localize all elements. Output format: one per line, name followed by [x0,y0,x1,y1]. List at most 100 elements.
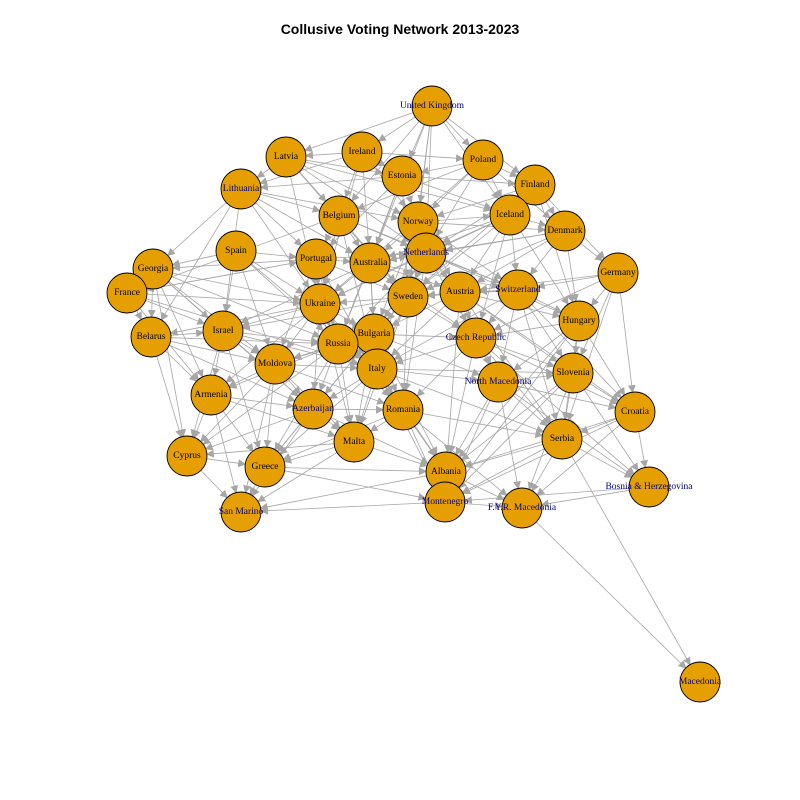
node-label-austria: Austria [446,287,475,297]
edge-switzerland-to-serbia [523,309,559,421]
edge-lithuania-to-australia [258,198,354,254]
node-latvia: Latvia [265,136,307,178]
edge-lithuania-to-belarus [160,205,231,321]
edge-russia-to-azerbaijan [318,362,332,392]
node-label-norway: Norway [403,217,434,227]
node-circle-france [106,272,148,314]
node-azerbaijan: Azerbaijan [292,388,334,430]
edge-israel-to-armenia [212,350,220,377]
node-f-y-r-macedonia: F.Y.R. Macedonia [488,487,557,529]
node-circle-moldova [254,343,296,385]
edge-serbia-to-albania [464,444,543,469]
node-germany: Germany [597,252,639,294]
edge-hungary-to-north-macedonia [513,332,564,371]
edge-france-to-portugal [146,259,298,290]
edge-romania-to-albania [414,426,436,457]
edge-north-macedonia-to-f-y-r-macedonia [501,401,521,490]
edge-ireland-to-lithuania [259,157,344,185]
node-belgium: Belgium [318,195,360,237]
node-san-marino: San Marino [219,491,264,533]
edge-switzerland-to-north-macedonia [499,309,515,364]
edge-netherlands-to-switzerland [444,260,501,284]
edge-romania-to-f-y-r-macedonia [418,422,508,496]
edge-finland-to-denmark [545,201,555,216]
edge-israel-to-moldova [239,341,259,354]
edge-spain-to-moldova [242,269,270,347]
edge-ukraine-to-russia [323,317,331,327]
node-circle-belarus [130,316,172,358]
edge-latvia-to-lithuania [256,168,270,178]
edge-czech-republic-to-romania [416,351,463,397]
edge-france-to-ukraine [146,293,301,307]
node-circle-portugal [295,238,337,280]
edge-hungary-to-czech-republic [494,323,560,338]
node-circle-austria [439,271,481,313]
node-label-belgium: Belgium [323,211,356,221]
edge-poland-to-netherlands [435,176,473,237]
edge-germany-to-switzerland [536,276,599,290]
edge-azerbaijan-to-greece [277,424,301,453]
edge-italy-to-azerbaijan [329,379,361,399]
node-circle-croatia [614,391,656,433]
edge-italy-to-romania [385,385,393,394]
node-circle-montenegro [424,481,466,523]
node-circle-italy [356,348,398,390]
edge-iceland-to-netherlands [443,222,492,246]
edge-albania-to-f-y-r-macedonia [463,480,505,501]
node-circle-georgia [132,248,174,290]
edge-albania-to-san-marino [259,475,427,511]
node-belarus: Belarus [130,316,172,358]
edge-slovenia-to-serbia [562,392,571,421]
edge-switzerland-to-slovenia [528,306,563,358]
edge-greece-to-san-marino [249,484,258,496]
edge-cyprus-to-greece [206,458,247,468]
edge-france-to-belarus [134,310,142,321]
node-italy: Italy [356,348,398,390]
node-label-portugal: Portugal [300,254,333,264]
edge-czech-republic-to-north-macedonia [482,355,490,365]
edge-czech-republic-to-albania [448,357,472,454]
node-armenia: Armenia [190,374,232,416]
edge-serbia-to-bosnia-and-herzegovina [579,448,633,478]
node-label-serbia: Serbia [550,434,575,444]
edge-belarus-to-russia [170,337,319,348]
edge-slovenia-to-croatia [589,383,619,402]
node-hungary: Hungary [558,300,600,342]
edge-georgia-to-armenia [161,287,204,378]
edge-sweden-to-romania [400,316,409,391]
edge-ireland-to-latvia [305,151,343,160]
edge-czech-republic-to-italy [395,343,458,365]
edge-australia-to-russia [344,281,364,327]
node-bulgaria: Bulgaria [353,313,395,355]
node-label-spain: Spain [225,246,247,256]
node-circle-romania [382,389,424,431]
edge-united-kingdom-to-ireland [377,116,416,142]
edge-estonia-to-finland [421,177,516,188]
node-label-czech-republic: Czech Republic [446,333,506,343]
edge-hungary-to-croatia [589,337,626,396]
node-circle-north-macedonia [477,361,519,403]
edge-austria-to-sweden [426,290,441,299]
edge-italy-to-serbia [395,375,545,434]
node-label-azerbaijan: Azerbaijan [292,404,334,414]
edge-spain-to-israel [223,270,234,313]
figure-title: Collusive Voting Network 2013-2023 [280,21,520,37]
edge-denmark-to-austria [476,240,548,283]
edge-belarus-to-moldova [170,340,257,363]
node-circle-slovenia [552,352,594,394]
node-france: France [106,272,148,314]
node-circle-cyprus [166,435,208,477]
node-circle-estonia [381,155,423,197]
node-moldova: Moldova [254,343,296,385]
edge-armenia-to-san-marino [215,414,239,494]
edge-armenia-to-azerbaijan [230,397,295,410]
node-label-latvia: Latvia [274,152,299,162]
node-label-san-marino: San Marino [219,507,264,517]
node-label-montenegro: Montenegro [422,497,469,507]
edge-israel-to-greece [228,349,261,449]
edge-ukraine-to-israel [241,309,301,328]
node-united-kingdom: United Kingdom [400,85,465,127]
edge-north-macedonia-to-serbia [512,395,548,427]
edge-germany-to-czech-republic [493,280,600,331]
node-slovenia: Slovenia [552,352,594,394]
